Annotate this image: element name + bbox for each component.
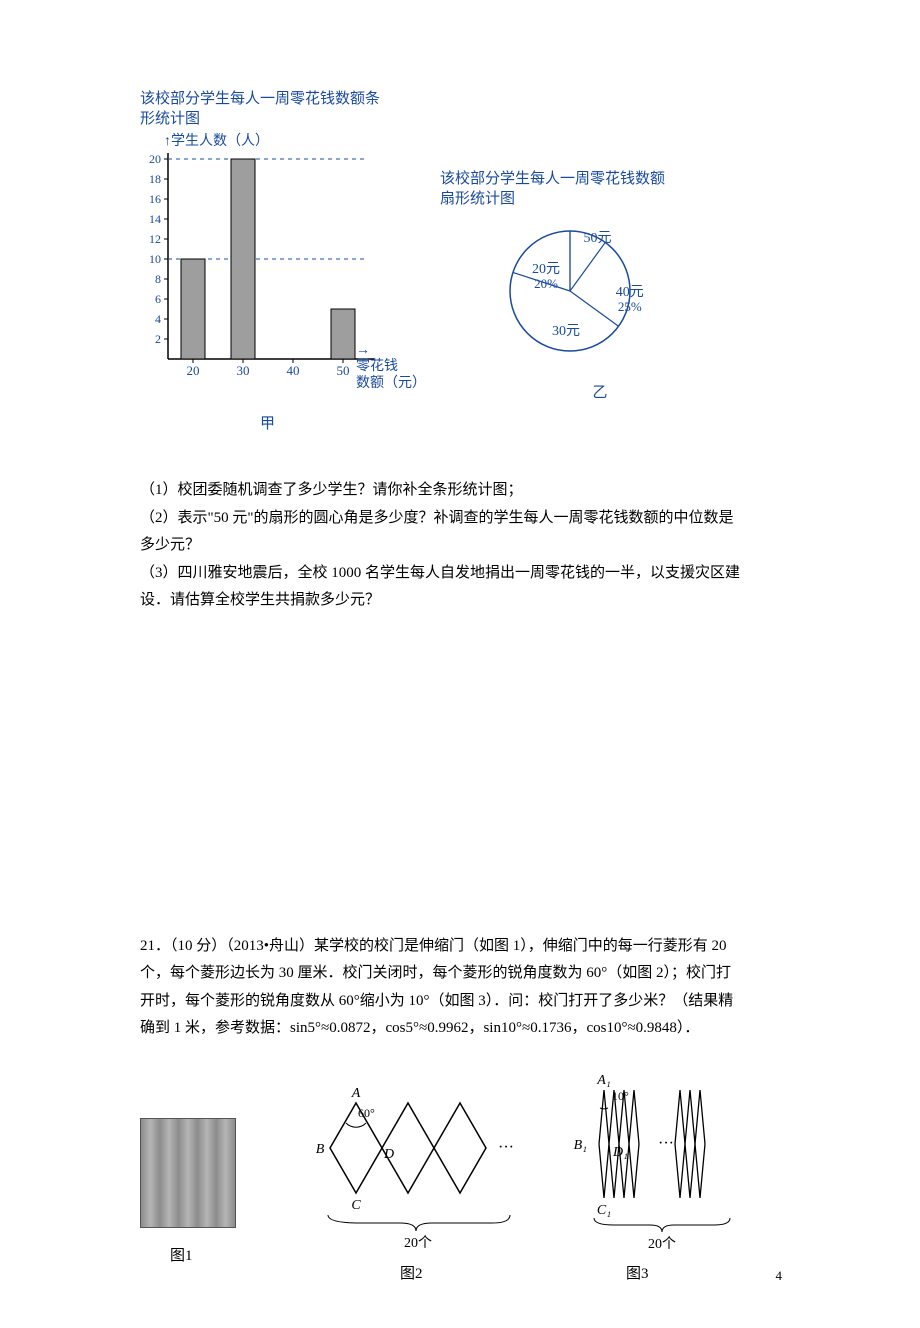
bar-x-label: → 零花钱 数额（元） — [356, 341, 426, 393]
svg-text:16: 16 — [149, 192, 161, 206]
q20-l5: 设．请估算全校学生共捐款多少元？ — [140, 588, 790, 614]
svg-text:20个: 20个 — [648, 1236, 676, 1252]
exam-page: 该校部分学生每人一周零花钱数额条 形统计图 ↑学生人数（人） 246810121… — [0, 0, 920, 1328]
bar-caption: 甲 — [260, 412, 275, 438]
pie-title-line2: 扇形统计图 — [440, 191, 515, 207]
pie-title-line1: 该校部分学生每人一周零花钱数额 — [440, 171, 665, 187]
bar-y-label-text: 学生人数（人） — [171, 134, 269, 149]
svg-text:30元: 30元 — [552, 324, 580, 339]
svg-text:D: D — [383, 1147, 394, 1162]
q21-l3: 开时，每个菱形的锐角度数从 60°缩小为 10°（如图 3）．问：校门打开了多少… — [140, 989, 790, 1015]
fig3-svg: ··· A₁ B₁ C₁ D₁ 10° 20个 — [560, 1058, 760, 1258]
svg-text:20: 20 — [187, 363, 200, 378]
svg-text:8: 8 — [155, 272, 161, 286]
svg-text:A: A — [351, 1086, 361, 1101]
bar-x-label-l2: 数额（元） — [356, 376, 426, 391]
pie-chart-title: 该校部分学生每人一周零花钱数额 扇形统计图 — [440, 170, 720, 209]
gate-photo — [140, 1118, 236, 1228]
svg-text:···: ··· — [658, 1135, 674, 1152]
problem-21: 21．（10 分）（2013•舟山）某学校的校门是伸缩门（如图 1），伸缩门中的… — [140, 934, 790, 1288]
fig2-caption: 图2 — [400, 1262, 423, 1288]
svg-text:C: C — [351, 1198, 361, 1213]
svg-text:50元: 50元 — [584, 231, 612, 246]
page-number: 4 — [776, 1265, 783, 1287]
svg-text:25%: 25% — [618, 299, 642, 314]
fig1-caption: 图1 — [170, 1244, 193, 1270]
svg-text:30: 30 — [237, 363, 250, 378]
svg-text:18: 18 — [149, 172, 161, 186]
q20-l1: （1）校团委随机调查了多少学生？请你补全条形统计图； — [140, 478, 790, 504]
bar-chart-block: 该校部分学生每人一周零花钱数额条 形统计图 ↑学生人数（人） 246810121… — [140, 90, 440, 403]
svg-text:20元: 20元 — [532, 262, 560, 277]
pie-chart-svg: 50元 40元25% 30元 20元20% — [480, 215, 680, 375]
bar-chart-title: 该校部分学生每人一周零花钱数额条 形统计图 — [140, 90, 440, 129]
svg-text:B₁: B₁ — [574, 1138, 587, 1153]
svg-text:12: 12 — [149, 232, 161, 246]
svg-text:D₁: D₁ — [612, 1145, 628, 1160]
q20-l3: 多少元？ — [140, 533, 790, 559]
q21-l4: 确到 1 米，参考数据：sin5°≈0.0872，cos5°≈0.9962，si… — [140, 1016, 790, 1042]
svg-text:40: 40 — [287, 363, 300, 378]
fig3-caption: 图3 — [626, 1262, 649, 1288]
svg-text:B: B — [316, 1142, 325, 1157]
bar-title-line1: 该校部分学生每人一周零花钱数额条 — [140, 91, 380, 107]
svg-text:14: 14 — [149, 212, 161, 226]
svg-text:A₁: A₁ — [596, 1073, 610, 1088]
svg-text:6: 6 — [155, 292, 161, 306]
figure-row-charts: 该校部分学生每人一周零花钱数额条 形统计图 ↑学生人数（人） 246810121… — [140, 90, 740, 470]
svg-text:60°: 60° — [358, 1106, 375, 1120]
bar-x-label-l1: 零花钱 — [356, 359, 398, 374]
svg-text:20: 20 — [149, 152, 161, 166]
figure-row-gate: 图1 ··· A B C D 60° 20个 图2 ··· A₁ B₁ C₁ D₁ 10° 20个 图3 — [140, 1058, 780, 1288]
fig2-svg: ··· A B C D 60° 20个 — [300, 1058, 540, 1258]
q21-l2: 个，每个菱形边长为 30 厘米．校门关闭时，每个菱形的锐角度数为 60°（如图 … — [140, 961, 790, 987]
svg-text:40元: 40元 — [616, 285, 644, 300]
svg-text:10°: 10° — [612, 1089, 629, 1103]
svg-text:50: 50 — [337, 363, 350, 378]
bar-chart-area: ↑学生人数（人） 246810121416182020304050 → 零花钱 … — [140, 133, 410, 403]
q20-l4: （3）四川雅安地震后，全校 1000 名学生每人自发地捐出一周零花钱的一半，以支… — [140, 561, 790, 587]
pie-caption: 乙 — [480, 381, 720, 407]
bar-title-line2: 形统计图 — [140, 111, 200, 127]
svg-text:10: 10 — [149, 252, 161, 266]
pie-chart-block: 该校部分学生每人一周零花钱数额 扇形统计图 50元 40元25% 30元 20元20%… — [440, 170, 720, 407]
svg-text:4: 4 — [155, 312, 161, 326]
q20-lines: （1）校团委随机调查了多少学生？请你补全条形统计图； （2）表示"50 元"的扇… — [140, 478, 790, 614]
q20-l2: （2）表示"50 元"的扇形的圆心角是多少度？补调查的学生每人一周零花钱数额的中… — [140, 506, 790, 532]
svg-text:20%: 20% — [534, 276, 558, 291]
svg-text:20个: 20个 — [404, 1235, 432, 1251]
q21-l1: 21．（10 分）（2013•舟山）某学校的校门是伸缩门（如图 1），伸缩门中的… — [140, 934, 790, 960]
svg-text:···: ··· — [498, 1139, 514, 1156]
svg-text:C₁: C₁ — [597, 1203, 611, 1218]
svg-text:2: 2 — [155, 332, 161, 346]
